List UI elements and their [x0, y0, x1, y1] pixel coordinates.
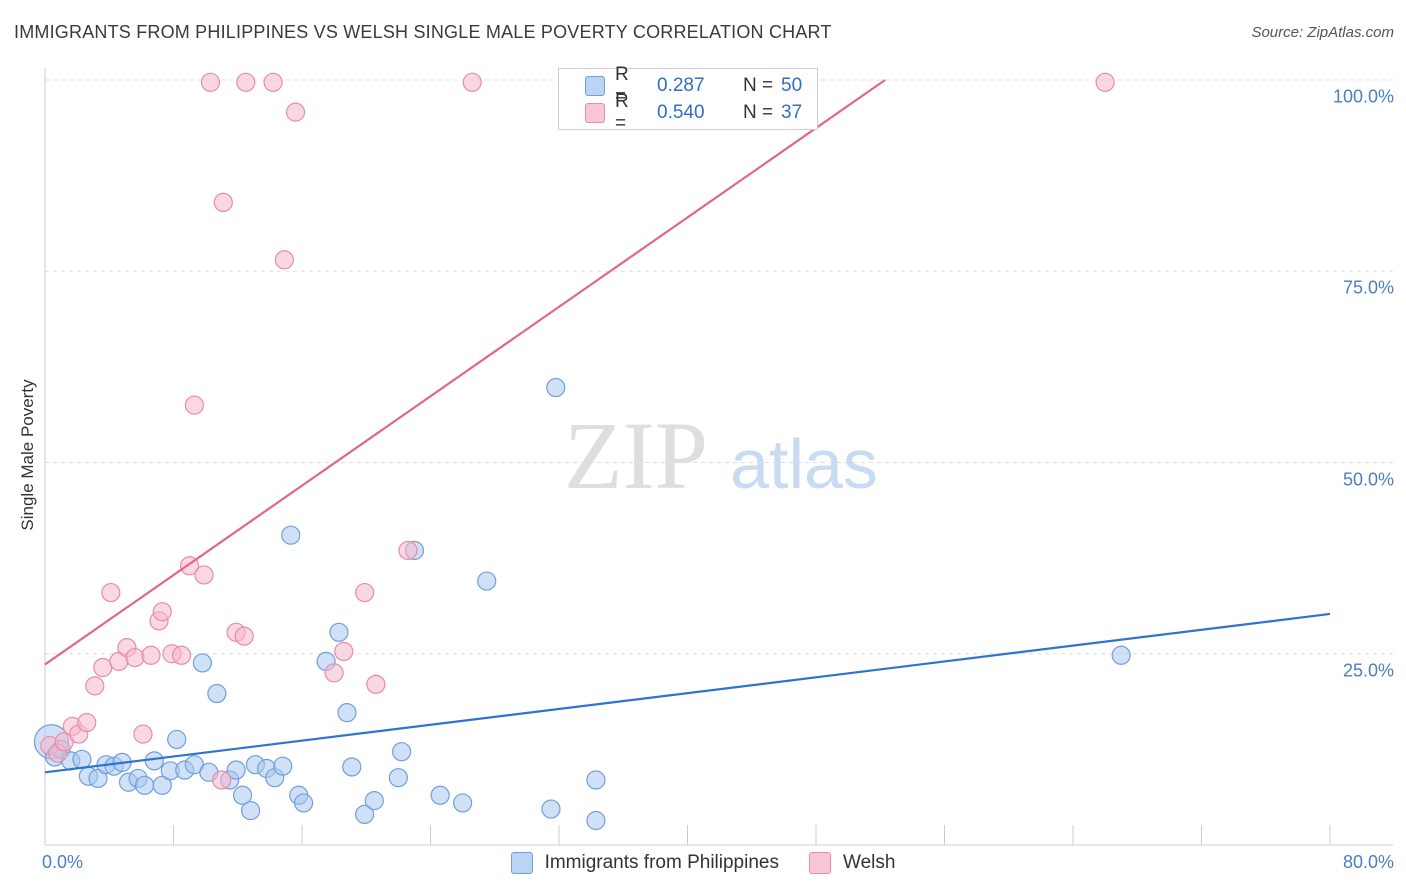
data-point — [398, 540, 418, 561]
data-point — [93, 657, 113, 678]
data-point — [285, 102, 306, 122]
legend-n-value: 50 — [781, 75, 803, 96]
watermark: ZIP atlas — [564, 402, 878, 509]
data-point — [364, 791, 384, 811]
data-point — [234, 626, 254, 646]
series-welsh-points — [40, 72, 1115, 790]
data-point — [546, 377, 566, 398]
trend-lines — [44, 79, 1331, 774]
data-point — [85, 676, 105, 696]
data-point — [125, 647, 145, 668]
legend-n-label: N = — [743, 102, 774, 123]
data-point — [152, 775, 172, 795]
bottom-legend: Immigrants from Philippines Welsh — [0, 852, 1406, 874]
data-point — [477, 571, 497, 591]
legend-swatch-blue — [585, 76, 605, 96]
data-point — [77, 712, 97, 733]
y-tick-label: 50.0% — [1342, 469, 1394, 489]
data-point — [337, 703, 357, 723]
x-tick-label-min: 0.0% — [42, 852, 84, 872]
data-point — [134, 775, 155, 795]
data-point — [388, 768, 408, 788]
data-point — [453, 793, 473, 813]
data-point — [430, 785, 450, 805]
data-point — [152, 602, 172, 622]
x-tick-label-max: 80.0% — [1342, 852, 1394, 872]
data-point — [213, 192, 233, 212]
legend-row-welsh: R = 0.540 N = 37 — [559, 91, 803, 134]
trend-line-philippines — [44, 612, 1331, 774]
bottom-legend-swatch-pink — [808, 852, 831, 874]
axes — [44, 68, 1393, 846]
data-point — [236, 72, 256, 92]
data-point — [232, 785, 253, 805]
data-point — [207, 683, 227, 704]
y-tick-label: 100.0% — [1332, 86, 1394, 107]
data-point — [1111, 645, 1131, 665]
legend-r-label: R = — [615, 91, 629, 134]
data-point — [171, 645, 192, 665]
data-point — [184, 395, 204, 415]
data-point — [586, 810, 606, 831]
data-point — [226, 760, 246, 780]
data-point — [273, 756, 293, 776]
legend-n-label: N = — [743, 75, 774, 96]
data-point — [462, 72, 482, 92]
legend-row-philippines: R = 0.287 N = 50 — [559, 64, 803, 107]
data-point — [200, 72, 221, 92]
data-point — [281, 525, 301, 545]
bottom-legend-philippines: Immigrants from Philippines — [510, 852, 779, 874]
data-point — [192, 653, 213, 673]
legend-r-label: R = — [615, 64, 629, 107]
legend-r-value: 0.287 — [657, 75, 705, 96]
legend: R = 0.287 N = 50 R = 0.540 N = 37 — [558, 64, 818, 134]
legend-r-value: 0.540 — [657, 102, 705, 123]
data-point — [72, 749, 92, 769]
data-point — [144, 751, 164, 771]
data-point — [294, 793, 314, 813]
data-point — [274, 250, 294, 270]
bottom-legend-label: Immigrants from Philippines — [544, 852, 779, 873]
y-tick-label: 75.0% — [1342, 277, 1394, 298]
data-point — [194, 565, 214, 585]
data-point — [342, 757, 362, 777]
data-point — [1095, 72, 1115, 92]
data-point — [241, 800, 261, 821]
watermark-zip: ZIP — [564, 402, 708, 509]
chart-title: IMMIGRANTS FROM PHILIPPINES VS WELSH SIN… — [14, 22, 832, 42]
trend-line-welsh — [44, 79, 886, 666]
data-point — [141, 645, 161, 665]
data-point — [355, 582, 375, 603]
source-label: Source: ZipAtlas.com — [1251, 24, 1394, 41]
data-point — [391, 742, 412, 762]
data-point — [366, 674, 386, 694]
data-point — [334, 641, 354, 662]
y-tick-label: 25.0% — [1342, 660, 1394, 681]
bottom-legend-welsh: Welsh — [808, 852, 896, 874]
bottom-legend-swatch-blue — [510, 852, 533, 874]
bottom-legend-label: Welsh — [842, 852, 896, 873]
legend-n-value: 37 — [781, 102, 803, 123]
data-point — [541, 799, 561, 819]
legend-swatch-pink — [585, 103, 605, 123]
data-point — [263, 72, 283, 92]
data-point — [167, 729, 187, 750]
data-point — [586, 770, 606, 790]
grid-lines — [45, 79, 1393, 655]
data-point — [133, 724, 153, 744]
data-point — [324, 663, 344, 683]
data-point — [329, 622, 349, 642]
data-point — [212, 770, 232, 790]
data-point — [355, 804, 375, 825]
data-point — [101, 582, 121, 603]
watermark-atlas: atlas — [730, 425, 878, 503]
